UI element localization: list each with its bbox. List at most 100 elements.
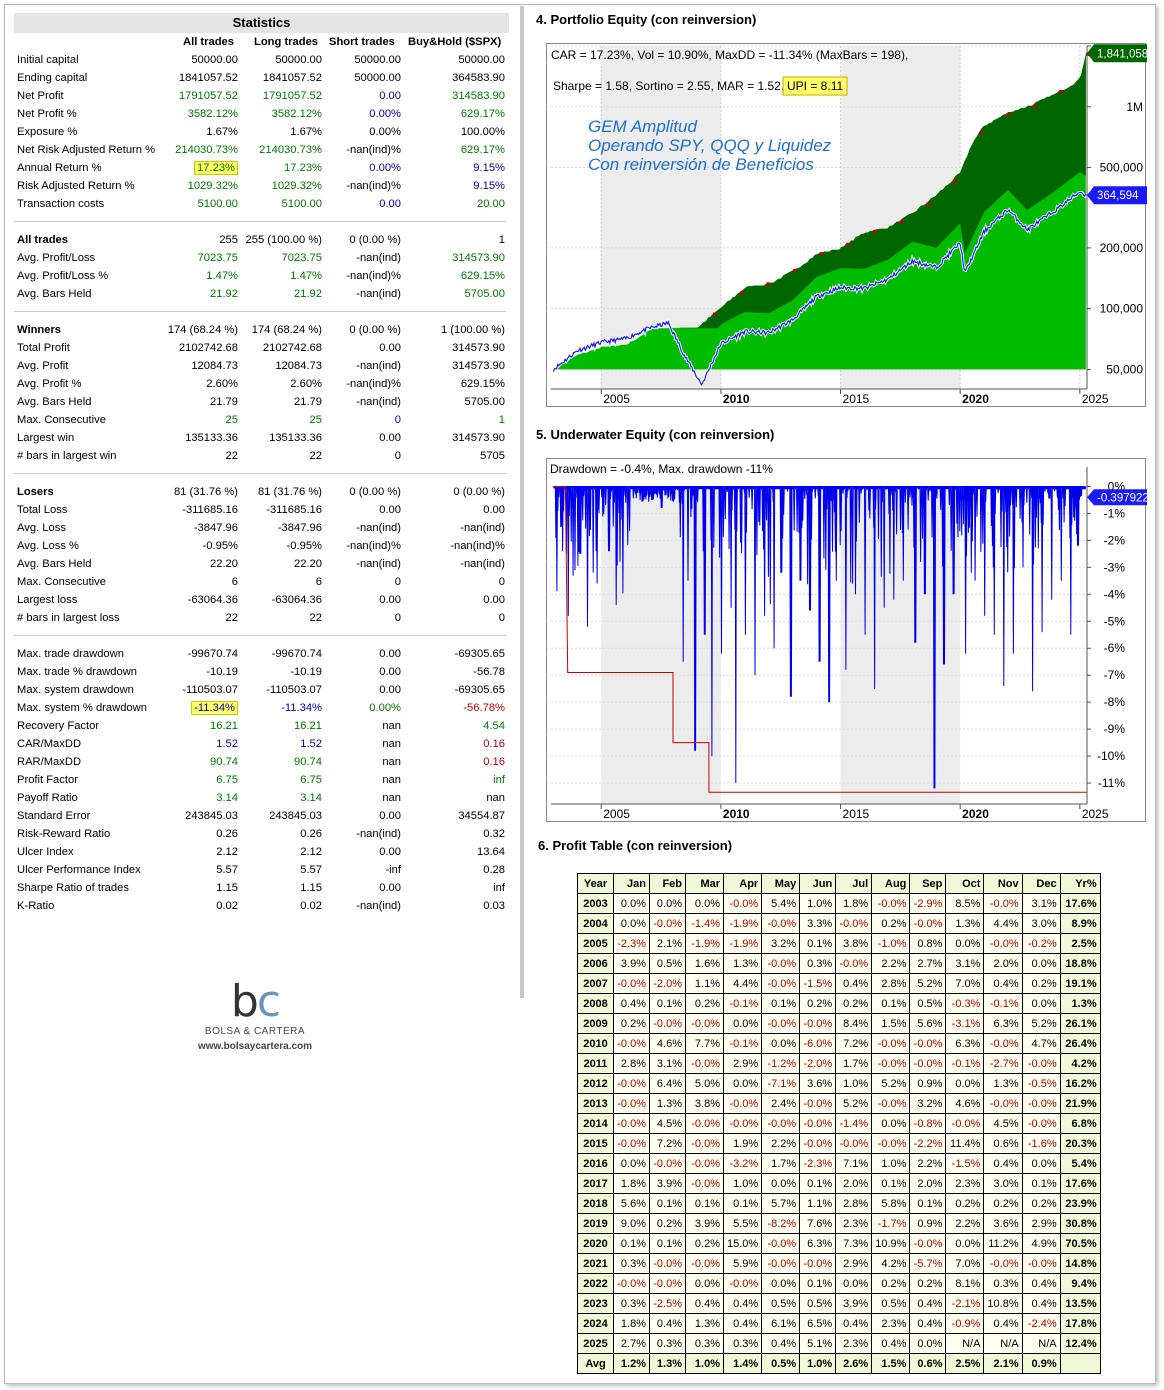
statistics-value: -nan(ind)% bbox=[346, 270, 401, 282]
statistics-row-label: # bars in largest loss bbox=[17, 612, 120, 624]
profit-table-cell: -0.0% bbox=[983, 933, 1023, 954]
drawdown-area bbox=[552, 486, 1087, 789]
statistics-value: 0 (0.00 %) bbox=[349, 324, 401, 336]
x-tick-label: 2020 bbox=[962, 392, 989, 406]
profit-table-cell: 1.5% bbox=[871, 1013, 911, 1034]
profit-table-cell: 2.8% bbox=[613, 1053, 650, 1074]
profit-table-average-cell: 1.3% bbox=[649, 1353, 686, 1374]
statistics-value: 50000.00 bbox=[354, 54, 401, 66]
profit-table-cell: 3.9% bbox=[649, 1173, 686, 1194]
profit-table-cell: -0.0% bbox=[613, 973, 650, 994]
profit-table-year-total: 20.3% bbox=[1059, 1133, 1101, 1154]
y-tick-label: -6% bbox=[1104, 641, 1126, 655]
statistics-value: 1.67% bbox=[290, 126, 322, 138]
profit-table-row: 2007 -0.0% -2.0% 1.1% 4.4% -0.0% -1.5% 0.4% 2.8%… bbox=[577, 973, 1101, 994]
statistics-value: 0.00 bbox=[379, 882, 401, 894]
profit-table-year-total: 17.6% bbox=[1059, 1173, 1101, 1194]
profit-table-cell: 10.9% bbox=[871, 1233, 911, 1254]
profit-table-cell: 0.2% bbox=[871, 913, 911, 934]
statistics-value: 12084.73 bbox=[275, 360, 322, 372]
statistics-value: 0 bbox=[498, 576, 505, 588]
profit-table-cell: 2.0% bbox=[909, 1173, 947, 1194]
statistics-value: 20.00 bbox=[477, 198, 505, 210]
profit-table-column-header: Sep bbox=[909, 873, 947, 894]
statistics-row: Max. trade % drawdown -10.19 -10.19 0.00 -56… bbox=[14, 663, 509, 681]
profit-table-column-header: Aug bbox=[871, 873, 911, 894]
statistics-value: 314573.90 bbox=[452, 432, 505, 444]
statistics-value: 314573.90 bbox=[452, 342, 505, 354]
statistics-value: 2102742.68 bbox=[178, 342, 238, 354]
statistics-value: 0.00 bbox=[379, 198, 401, 210]
profit-table-row: 2009 0.2% -0.0% -0.0% 0.0% -0.0% -0.0% 8.4% 1.5%… bbox=[577, 1013, 1101, 1034]
header-all-trades: All trades bbox=[183, 36, 234, 48]
profit-table-cell: -0.0% bbox=[613, 1093, 650, 1114]
profit-table-year-total: 8.9% bbox=[1059, 913, 1101, 934]
profit-table-cell: 5.2% bbox=[1021, 1013, 1061, 1034]
profit-table-cell: 4.4% bbox=[983, 913, 1023, 934]
profit-table-cell: 0.2% bbox=[649, 1213, 686, 1234]
profit-table-cell: 0.1% bbox=[613, 1233, 650, 1254]
profit-table-cell: 0.1% bbox=[871, 993, 911, 1014]
profit-table-cell: 0.4% bbox=[983, 1313, 1023, 1334]
profit-table-cell: 4.6% bbox=[649, 1033, 686, 1054]
statistics-value: 2.60% bbox=[290, 378, 322, 390]
profit-table-cell: -0.0% bbox=[761, 1013, 801, 1034]
statistics-row: All trades 255 255 (100.00 %) 0 (0.00 %) 1 bbox=[14, 231, 509, 249]
statistics-value: 5100.00 bbox=[281, 198, 322, 210]
profit-table-cell: -0.0% bbox=[685, 1013, 724, 1034]
profit-table-average-cell: 2.1% bbox=[983, 1353, 1023, 1374]
equity-chart: 50,000100,000200,000500,0001M2M200520102… bbox=[551, 44, 1154, 406]
statistics-row: Sharpe Ratio of trades 1.15 1.15 0.00 inf bbox=[14, 879, 509, 897]
profit-table-cell: 0.3% bbox=[613, 1293, 650, 1314]
statistics-value: -3847.96 bbox=[193, 522, 238, 534]
statistics-row: Exposure % 1.67% 1.67% 0.00% 100.00% bbox=[14, 123, 509, 141]
statistics-value: 1.15 bbox=[300, 882, 322, 894]
statistics-value: -10.19 bbox=[206, 666, 238, 678]
statistics-value: 3.14 bbox=[300, 792, 322, 804]
statistics-value: 1029.32% bbox=[187, 180, 238, 192]
y-tick-label: 1M bbox=[1126, 100, 1143, 114]
profit-table-cell: -0.0% bbox=[722, 1273, 763, 1294]
profit-table-cell: 0.2% bbox=[685, 993, 724, 1014]
statistics-value: 1029.32% bbox=[271, 180, 322, 192]
profit-table-cell: -2.5% bbox=[649, 1293, 686, 1314]
profit-table-cell: -0.0% bbox=[613, 1133, 650, 1154]
strategy-equity-area bbox=[553, 54, 1086, 371]
profit-table-year: 2023 bbox=[577, 1293, 614, 1314]
profit-table-cell: 0.1% bbox=[799, 933, 837, 954]
profit-table-cell: -0.0% bbox=[761, 1253, 801, 1274]
statistics-row-label: Avg. Profit % bbox=[17, 378, 82, 390]
statistics-row-label: Transaction costs bbox=[17, 198, 105, 210]
profit-table-cell: 3.8% bbox=[685, 1093, 724, 1114]
profit-table-average-cell: 1.4% bbox=[722, 1353, 763, 1374]
upi-highlight bbox=[782, 76, 848, 96]
statistics-separator bbox=[14, 473, 506, 474]
profit-table-cell: -0.0% bbox=[983, 893, 1023, 914]
profit-table-cell: 1.9% bbox=[722, 1133, 763, 1154]
statistics-value: -nan(ind) bbox=[460, 558, 505, 570]
statistics-value: 0.02 bbox=[300, 900, 322, 912]
profit-table-year: 2005 bbox=[577, 933, 614, 954]
statistics-value: 3582.12% bbox=[187, 108, 238, 120]
statistics-value: 214030.73% bbox=[259, 144, 322, 156]
profit-table-year: 2025 bbox=[577, 1333, 614, 1354]
profit-table-cell: -0.0% bbox=[945, 1113, 985, 1134]
statistics-row-label: All trades bbox=[17, 234, 68, 246]
y-tick-label: -10% bbox=[1097, 749, 1125, 763]
statistics-value: 2.60% bbox=[206, 378, 238, 390]
profit-table-cell: 2.8% bbox=[835, 1193, 873, 1214]
profit-table-cell: 5.9% bbox=[722, 1253, 763, 1274]
profit-table-cell: 0.4% bbox=[649, 1313, 686, 1334]
profit-table-cell: -0.0% bbox=[909, 1033, 947, 1054]
profit-table-cell: 2.9% bbox=[722, 1053, 763, 1074]
statistics-value: 6.75 bbox=[300, 774, 322, 786]
statistics-row: Winners 174 (68.24 %) 174 (68.24 %) 0 (0.00… bbox=[14, 321, 509, 339]
statistics-row: Transaction costs 5100.00 5100.00 0.00 20.00 bbox=[14, 195, 509, 213]
x-tick-label: 2005 bbox=[603, 392, 630, 406]
profit-table-cell: -0.0% bbox=[799, 1093, 837, 1114]
statistics-value: 0.00 bbox=[379, 90, 401, 102]
profit-table-year-total: 19.1% bbox=[1059, 973, 1101, 994]
statistics-value: 629.15% bbox=[460, 378, 505, 390]
profit-table-row: 2023 0.3% -2.5% 0.4% 0.4% 0.5% 0.5% 3.9% 0.5% 0.4… bbox=[577, 1293, 1101, 1314]
profit-table-cell: 0.5% bbox=[761, 1293, 801, 1314]
